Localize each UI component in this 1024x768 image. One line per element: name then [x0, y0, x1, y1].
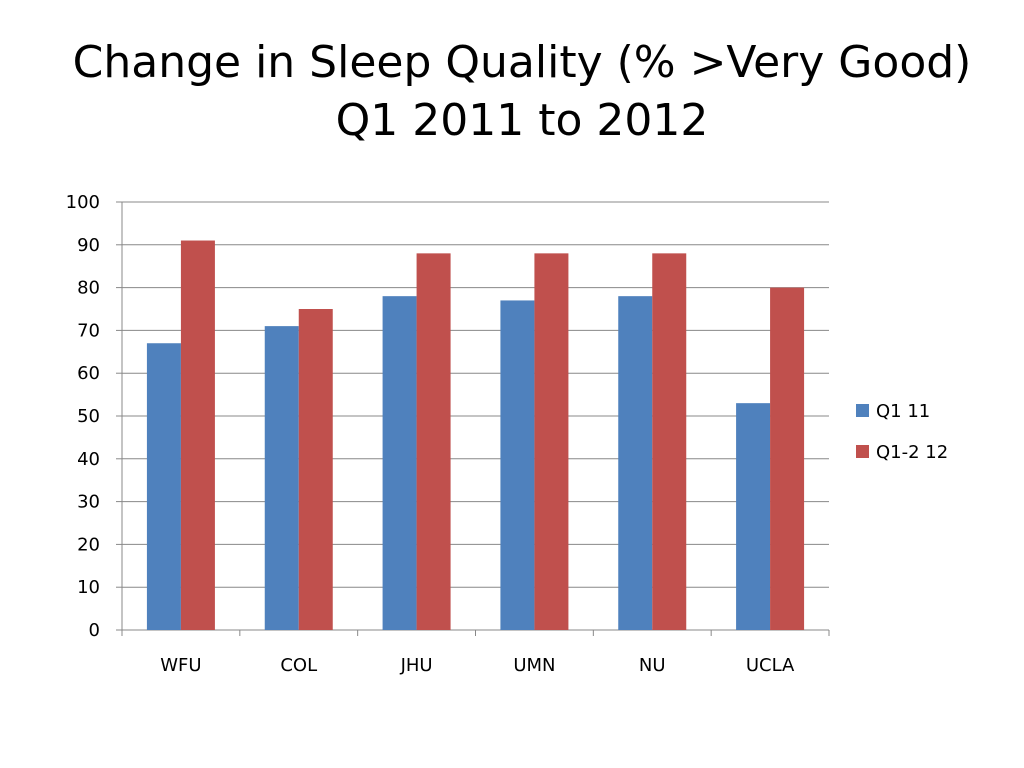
- bar-jhu-series-2: [416, 253, 451, 631]
- x-tick-label: NU: [639, 655, 666, 676]
- y-tick-label: 80: [77, 278, 100, 299]
- bar-ucla-series-2: [770, 287, 805, 630]
- y-tick-label: 30: [77, 492, 100, 513]
- y-tick-label: 100: [66, 192, 100, 213]
- legend-label: Q1 11: [876, 401, 930, 422]
- legend-label: Q1-2 12: [876, 442, 948, 463]
- y-tick-label: 60: [77, 363, 100, 384]
- y-tick-label: 20: [77, 534, 100, 555]
- chart-title: Change in Sleep Quality (% >Very Good) Q…: [0, 34, 1024, 150]
- axes: [116, 201, 830, 636]
- bar-umn-series-1: [500, 300, 535, 630]
- bar-col-series-2: [298, 309, 333, 630]
- y-tick-label: 90: [77, 235, 100, 256]
- x-tick-label: UCLA: [746, 655, 795, 676]
- bar-ucla-series-1: [736, 403, 771, 630]
- legend-swatch: [856, 404, 869, 417]
- bar-col-series-1: [264, 326, 299, 630]
- chart-title-line-2: Q1 2011 to 2012: [335, 95, 709, 146]
- y-tick-label: 10: [77, 577, 100, 598]
- bar-wfu-series-2: [180, 240, 215, 630]
- bar-jhu-series-1: [382, 296, 417, 630]
- gridlines: [122, 201, 829, 588]
- y-tick-label: 40: [77, 449, 100, 470]
- x-tick-label: WFU: [160, 655, 201, 676]
- x-tick-label: COL: [280, 655, 317, 676]
- y-tick-label: 0: [89, 620, 100, 641]
- y-tick-label: 50: [77, 406, 100, 427]
- bar-umn-series-2: [534, 253, 569, 631]
- legend-swatch: [856, 445, 869, 458]
- x-tick-label: JHU: [400, 655, 433, 676]
- chart-title-line-1: Change in Sleep Quality (% >Very Good): [72, 37, 972, 88]
- bar-nu-series-2: [652, 253, 687, 631]
- bar-wfu-series-1: [146, 343, 181, 630]
- x-tick-label: UMN: [513, 655, 555, 676]
- bar-nu-series-1: [618, 296, 653, 630]
- y-tick-label: 70: [77, 320, 100, 341]
- axis-labels: 0 10 20 30 40 50 60 70 80 90 100 WFU COL JHU UMN NU UCLA: [66, 192, 795, 676]
- legend: Q1 11 Q1-2 12: [856, 401, 948, 463]
- bars: [146, 240, 805, 631]
